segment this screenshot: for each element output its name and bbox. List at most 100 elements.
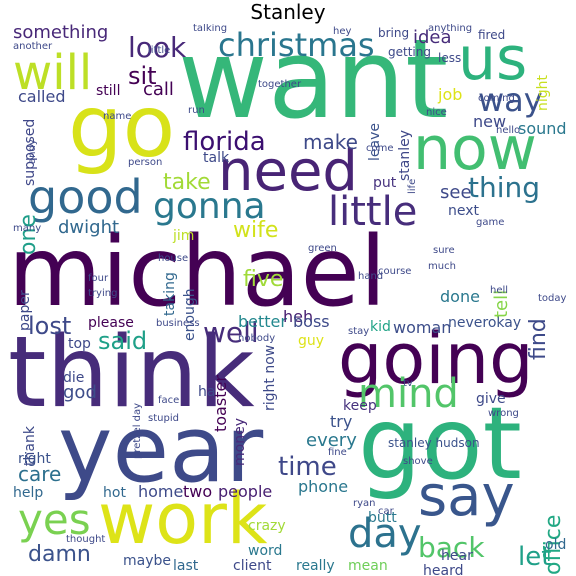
- word-cloud-word: really: [296, 558, 335, 574]
- word-cloud-word: gonna: [153, 186, 266, 227]
- word-cloud-word: make: [303, 130, 358, 154]
- word-cloud-word: much: [428, 261, 456, 272]
- word-cloud-word: think: [8, 316, 255, 430]
- word-cloud-word: sit: [128, 62, 157, 90]
- word-cloud-word: stupid: [148, 413, 179, 424]
- word-cloud-word: hey: [333, 26, 352, 37]
- word-cloud-word: see: [440, 182, 472, 203]
- word-cloud-word: god: [63, 382, 97, 403]
- word-cloud-word: better: [238, 312, 287, 331]
- word-cloud-word: butt: [368, 510, 397, 526]
- word-cloud-word: people: [218, 482, 273, 501]
- word-cloud-word: mean: [348, 558, 388, 574]
- word-cloud-word: year: [58, 396, 264, 503]
- word-cloud-word: green: [308, 243, 337, 254]
- word-cloud-word: run: [188, 105, 205, 116]
- word-cloud-word: five: [243, 267, 284, 292]
- word-cloud-word: sure: [433, 245, 455, 256]
- word-cloud-word: night: [535, 74, 551, 111]
- word-cloud-word: guy: [298, 333, 325, 349]
- word-cloud-word: will: [13, 45, 93, 101]
- word-cloud-word: heard: [423, 563, 464, 576]
- word-cloud-word: car: [378, 506, 394, 517]
- word-cloud-word: sound: [518, 119, 567, 138]
- word-cloud-word: trying: [88, 288, 118, 299]
- word-cloud-word: another: [13, 41, 53, 52]
- word-cloud-word: work: [98, 478, 268, 560]
- word-cloud-word: life: [407, 178, 418, 194]
- word-cloud-word: thought: [66, 534, 106, 545]
- word-cloud-word: called: [18, 87, 66, 106]
- word-cloud-word: call: [143, 79, 174, 100]
- word-cloud-word: thing: [468, 171, 541, 204]
- word-cloud-word: name: [103, 111, 132, 122]
- word-cloud-word: try: [330, 412, 353, 431]
- word-cloud-word: many: [13, 223, 42, 234]
- word-cloud-word: day: [348, 511, 422, 557]
- word-cloud-word: talk: [203, 150, 230, 166]
- word-cloud-word: lost: [28, 312, 72, 340]
- word-cloud-word: shove: [403, 456, 433, 467]
- word-cloud-word: back: [418, 531, 485, 564]
- word-cloud-word: top: [68, 336, 91, 352]
- word-cloud-word: heh: [283, 307, 314, 326]
- word-cloud-word: little: [148, 45, 171, 56]
- word-cloud-word: hand: [358, 271, 384, 282]
- word-cloud-word: stanley hudson: [388, 436, 480, 450]
- word-cloud-word: jim: [173, 228, 195, 244]
- word-cloud-word: last: [173, 558, 199, 574]
- word-cloud-word: hot: [103, 485, 126, 501]
- word-cloud-word: today: [538, 293, 567, 304]
- word-cloud-word: crazy: [248, 518, 286, 534]
- figure-title: Stanley: [250, 0, 326, 24]
- word-cloud-word: said: [98, 327, 148, 355]
- word-cloud-word: game: [476, 217, 505, 228]
- word-cloud-word: hell: [490, 285, 509, 296]
- word-cloud-word: next: [448, 203, 480, 219]
- word-cloud-word: now: [413, 114, 537, 184]
- word-cloud-word: toaster: [211, 375, 230, 432]
- word-cloud-word: taking: [162, 272, 178, 316]
- word-cloud-word: money: [232, 418, 248, 466]
- word-cloud-word: stay: [348, 326, 370, 337]
- word-cloud-word: got: [358, 385, 522, 502]
- word-cloud-word: well: [203, 316, 259, 349]
- word-cloud-word: little: [328, 189, 418, 235]
- word-cloud-word: yes: [18, 495, 91, 544]
- word-cloud-word: right: [18, 451, 51, 467]
- word-cloud-word: phone: [298, 477, 349, 496]
- word-cloud-word: give: [476, 391, 506, 407]
- word-cloud-word: paper: [17, 290, 33, 331]
- word-cloud-word: done: [440, 287, 480, 306]
- word-cloud-word: need: [218, 139, 358, 204]
- word-cloud-word: way: [478, 81, 543, 119]
- word-cloud-word: course: [378, 266, 412, 277]
- word-cloud-word: michael: [8, 216, 387, 328]
- word-cloud-word: four: [88, 273, 109, 284]
- word-cloud-word: leave: [367, 123, 383, 161]
- word-cloud-word: tv: [403, 378, 413, 389]
- word-cloud-word: care: [18, 462, 62, 486]
- word-cloud-word: hear: [441, 548, 473, 564]
- word-cloud-word: kid: [370, 319, 391, 335]
- word-cloud-word: andy: [27, 139, 38, 164]
- word-cloud-word: one: [16, 214, 41, 255]
- word-cloud-word: good: [28, 170, 143, 224]
- word-cloud-word: idea: [413, 27, 452, 48]
- word-cloud-word: let: [518, 542, 552, 572]
- word-cloud-word: together: [258, 79, 302, 90]
- word-cloud-word: old: [545, 537, 567, 553]
- word-cloud-word: business: [156, 318, 200, 329]
- word-cloud-word: go: [68, 77, 176, 177]
- word-cloud-word: wife: [233, 218, 279, 243]
- word-cloud-word: maybe: [123, 553, 172, 569]
- word-cloud-word: neverokay: [448, 315, 522, 331]
- word-cloud-word: word: [248, 543, 283, 559]
- word-cloud-word: pretzel day: [132, 402, 143, 459]
- word-cloud-word: ryan: [353, 498, 376, 509]
- word-cloud: michael want think year got go going work us need…: [8, 24, 568, 576]
- word-cloud-word: come: [366, 143, 394, 154]
- word-cloud-word: please: [88, 315, 134, 331]
- word-cloud-word: stanley: [397, 129, 413, 181]
